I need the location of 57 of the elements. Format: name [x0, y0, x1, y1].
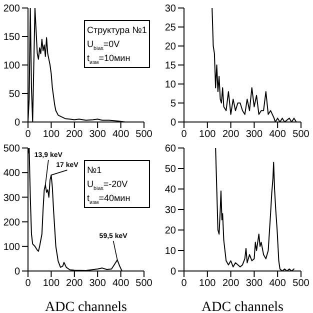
- x-tick-label: 500: [292, 278, 310, 290]
- x-tick-label: 300: [89, 278, 106, 290]
- annotation: t$_{изм}$=40мин: [87, 193, 130, 206]
- y-tick-label: 5: [170, 98, 176, 110]
- y-tick-label: 50: [164, 164, 176, 176]
- x-tick-label: 0: [181, 278, 188, 290]
- annotation: U$_{bias}$=0V: [87, 39, 120, 52]
- y-tick-label: 100: [3, 242, 20, 253]
- y-tick-label: 150: [3, 32, 20, 44]
- y-tick-label: 30: [164, 205, 176, 216]
- y-tick-label: 500: [3, 144, 20, 155]
- x-tick-label: 200: [222, 278, 240, 290]
- annotation: Структура №1: [87, 25, 147, 35]
- x-tick-label: 0: [25, 129, 32, 140]
- y-tick-label: 25: [164, 22, 176, 34]
- y-tick-label: 300: [3, 192, 20, 204]
- y-tick-label: 10: [164, 80, 176, 91]
- x-tick-label: 100: [42, 278, 60, 290]
- annotation: U$_{bias}$=-20V: [87, 179, 128, 192]
- x-tick-label: 200: [66, 278, 84, 290]
- x-tick-label: 100: [42, 129, 60, 140]
- y-tick-label: 0: [14, 118, 20, 129]
- x-axis-title: ADC channels: [44, 300, 128, 313]
- x-tick-label: 0: [181, 129, 188, 140]
- y-tick-label: 10: [164, 246, 176, 258]
- y-tick-label: 0: [170, 266, 176, 278]
- x-tick-label: 500: [136, 278, 153, 290]
- x-tick-label: 400: [269, 129, 286, 140]
- y-tick-label: 50: [8, 89, 20, 100]
- y-tick-label: 200: [3, 217, 20, 228]
- y-tick-label: 0: [170, 118, 176, 129]
- annotation: t$_{изм}$=10мин: [87, 53, 130, 66]
- x-tick-label: 400: [112, 278, 130, 290]
- y-tick-label: 400: [3, 168, 20, 180]
- x-tick-label: 500: [136, 129, 153, 140]
- x-tick-label: 200: [66, 129, 84, 140]
- y-tick-label: 0: [14, 266, 20, 278]
- annotation: №1: [87, 165, 102, 175]
- x-tick-label: 100: [199, 129, 216, 140]
- x-tick-label: 300: [246, 129, 263, 140]
- y-tick-label: 20: [164, 42, 176, 53]
- y-tick-label: 30: [164, 4, 176, 15]
- x-axis-title: ADC channels: [201, 300, 284, 313]
- x-tick-label: 100: [199, 278, 216, 290]
- y-tick-label: 200: [3, 4, 20, 15]
- x-tick-label: 200: [222, 129, 240, 140]
- x-tick-label: 300: [89, 129, 106, 140]
- x-tick-label: 300: [246, 278, 263, 290]
- y-tick-label: 20: [164, 226, 176, 237]
- y-tick-label: 60: [164, 144, 176, 155]
- x-tick-label: 400: [112, 129, 130, 140]
- y-tick-label: 100: [3, 60, 20, 72]
- y-tick-label: 40: [164, 184, 176, 196]
- x-tick-label: 500: [292, 129, 310, 140]
- x-tick-label: 0: [25, 278, 32, 290]
- y-tick-label: 15: [164, 60, 176, 72]
- x-tick-label: 400: [269, 278, 286, 290]
